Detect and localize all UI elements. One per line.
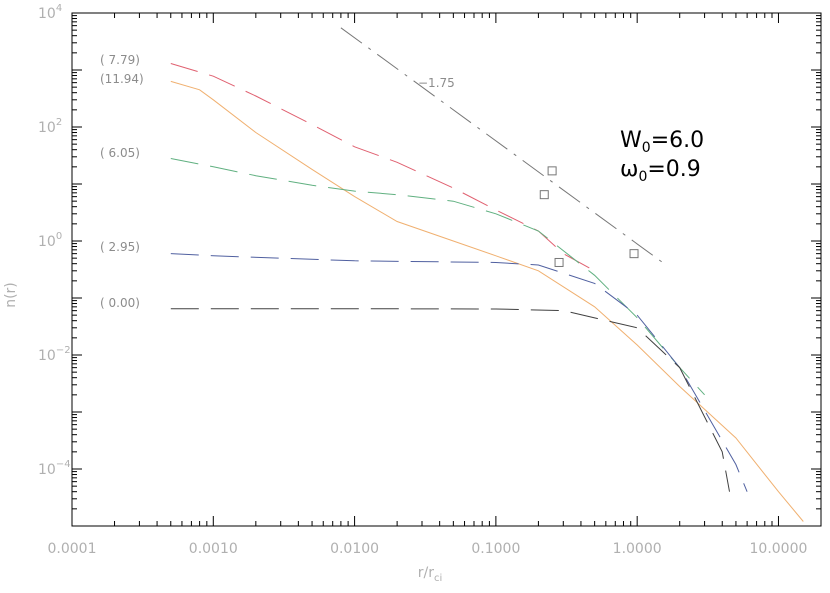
x-tick-label: 0.0010 xyxy=(189,541,238,557)
series-group xyxy=(170,27,804,522)
x-tick-label: 0.0001 xyxy=(48,541,97,557)
y-tick-label-base: 10 xyxy=(38,462,56,478)
y-tick-label-base: 10 xyxy=(38,348,56,364)
curve-label-5: ( 0.00) xyxy=(100,296,140,310)
square-marker xyxy=(629,249,639,259)
y-tick-label-base: 10 xyxy=(38,234,56,250)
x-tick-label: 10.0000 xyxy=(750,541,808,557)
y-tick-label: 102 xyxy=(38,117,62,136)
y-tick-label-exp: 2 xyxy=(56,117,62,128)
x-axis-label: r/rci xyxy=(418,565,443,584)
x-tick-label: 0.0100 xyxy=(330,541,379,557)
w0-symbol: W xyxy=(620,128,642,153)
x-axis: 0.0001 0.0010 0.0100 0.1000 1.0000 10.0000 xyxy=(48,13,822,557)
curve-label-1: ( 7.79) xyxy=(100,53,140,67)
y-tick-label-exp: 0 xyxy=(56,231,62,242)
y-tick-label: 10−4 xyxy=(38,459,71,478)
series-line-5 xyxy=(170,308,730,492)
y-tick-label-exp: 4 xyxy=(56,3,62,14)
w0-value: =6.0 xyxy=(651,128,704,153)
series-line-4 xyxy=(170,253,748,492)
y-tick-label: 104 xyxy=(38,3,62,22)
curve-labels: ( 7.79) (11.94) ( 6.05) ( 2.95) ( 0.00) xyxy=(100,53,144,310)
plot-frame xyxy=(71,12,822,527)
slope-label: −1.75 xyxy=(418,76,455,90)
x-axis-label-sub: ci xyxy=(434,573,442,584)
y-tick-label-exp: −2 xyxy=(56,345,71,356)
curve-label-3: ( 6.05) xyxy=(100,146,140,160)
omega0-value: =0.9 xyxy=(647,157,700,182)
markers-group xyxy=(539,166,639,267)
slope-reference-line xyxy=(340,27,667,266)
w0-sub: 0 xyxy=(642,140,651,156)
y-tick-label-base: 10 xyxy=(38,6,56,22)
y-axis-label: n(r) xyxy=(3,282,19,308)
x-tick-label: 1.0000 xyxy=(613,541,662,557)
x-tick-label: 0.1000 xyxy=(471,541,520,557)
plot-border xyxy=(71,12,822,527)
parameter-w0: W0=6.0 xyxy=(620,128,704,156)
square-marker xyxy=(554,257,564,267)
series-line-2 xyxy=(170,80,804,522)
series-line-3 xyxy=(170,158,705,396)
omega0-sub: 0 xyxy=(638,169,647,185)
omega0-symbol: ω xyxy=(620,157,638,182)
curve-label-2: (11.94) xyxy=(100,72,144,86)
curve-label-4: ( 2.95) xyxy=(100,240,140,254)
x-axis-label-main: r/r xyxy=(418,565,434,581)
square-marker xyxy=(539,190,549,200)
series-line-1 xyxy=(170,63,595,272)
parameter-omega0: ω0=0.9 xyxy=(620,157,701,185)
y-tick-label: 100 xyxy=(38,231,62,250)
y-tick-label: 10−2 xyxy=(38,345,71,364)
y-tick-label-exp: −4 xyxy=(56,459,71,470)
square-marker xyxy=(547,166,557,176)
y-tick-label-base: 10 xyxy=(38,120,56,136)
